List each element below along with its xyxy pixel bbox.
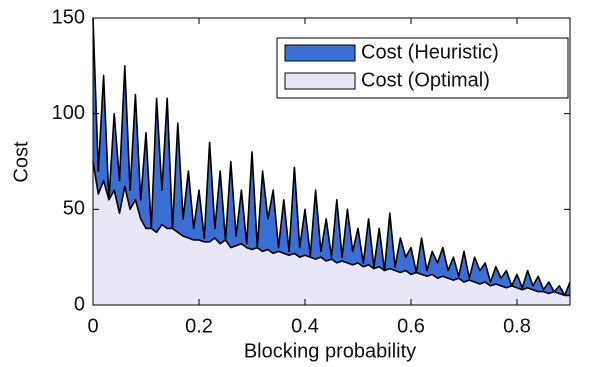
y-tick-label: 0 bbox=[74, 293, 85, 315]
y-tick-label: 100 bbox=[52, 102, 85, 124]
legend-swatch bbox=[284, 44, 356, 62]
x-tick-label: 0.8 bbox=[503, 315, 531, 337]
area-fill bbox=[93, 18, 570, 305]
y-tick-label: 150 bbox=[52, 6, 85, 28]
x-tick-label: 0.4 bbox=[291, 315, 319, 337]
x-axis-label: Blocking probability bbox=[244, 340, 416, 362]
legend-swatch bbox=[284, 72, 356, 90]
area-fill bbox=[93, 161, 570, 305]
y-axis-label: Cost bbox=[10, 141, 32, 183]
legend-label: Cost (Optimal) bbox=[361, 69, 490, 91]
x-tick-label: 0.2 bbox=[185, 315, 213, 337]
legend-label: Cost (Heuristic) bbox=[361, 41, 499, 63]
plot-frame bbox=[92, 17, 571, 306]
area-line bbox=[92, 161, 570, 297]
y-tick-label: 50 bbox=[63, 198, 85, 220]
x-tick-label: 0 bbox=[87, 315, 98, 337]
x-tick-label: 0.6 bbox=[397, 315, 425, 337]
